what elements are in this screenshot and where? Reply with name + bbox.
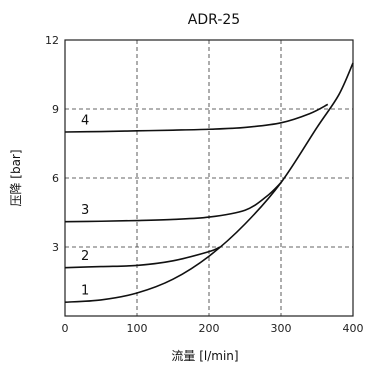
x-tick-label: 300 (271, 322, 292, 335)
x-tick-labels: 0 100 200 300 400 (62, 322, 364, 335)
chart-title: ADR-25 (188, 12, 240, 28)
y-tick-label: 9 (52, 103, 59, 116)
curve-4 (64, 103, 329, 133)
x-tick-label: 100 (127, 322, 148, 335)
y-tick-label: 3 (52, 241, 59, 254)
y-tick-label: 12 (45, 34, 59, 47)
curve-label-2: 2 (81, 249, 89, 264)
curve-label-1: 1 (81, 284, 89, 299)
plot-frame (64, 39, 354, 317)
x-tick-label: 400 (343, 322, 364, 335)
curve-1 (64, 62, 354, 303)
y-tick-labels: 3 6 9 12 (45, 34, 59, 254)
y-axis-label: 压降 [bar] (9, 149, 23, 206)
curve-2 (64, 246, 221, 269)
curve-label-3: 3 (81, 203, 89, 218)
x-tick-label: 200 (199, 322, 220, 335)
curve-label-4: 4 (81, 113, 89, 128)
y-tick-label: 6 (52, 172, 59, 185)
grid-layer (65, 40, 353, 316)
x-axis-label: 流量 [l/min] (171, 349, 238, 363)
curve-3 (64, 182, 282, 223)
curve-labels-layer: 1 2 3 4 (81, 113, 89, 298)
x-tick-label: 0 (62, 322, 69, 335)
curves-layer (64, 62, 354, 303)
